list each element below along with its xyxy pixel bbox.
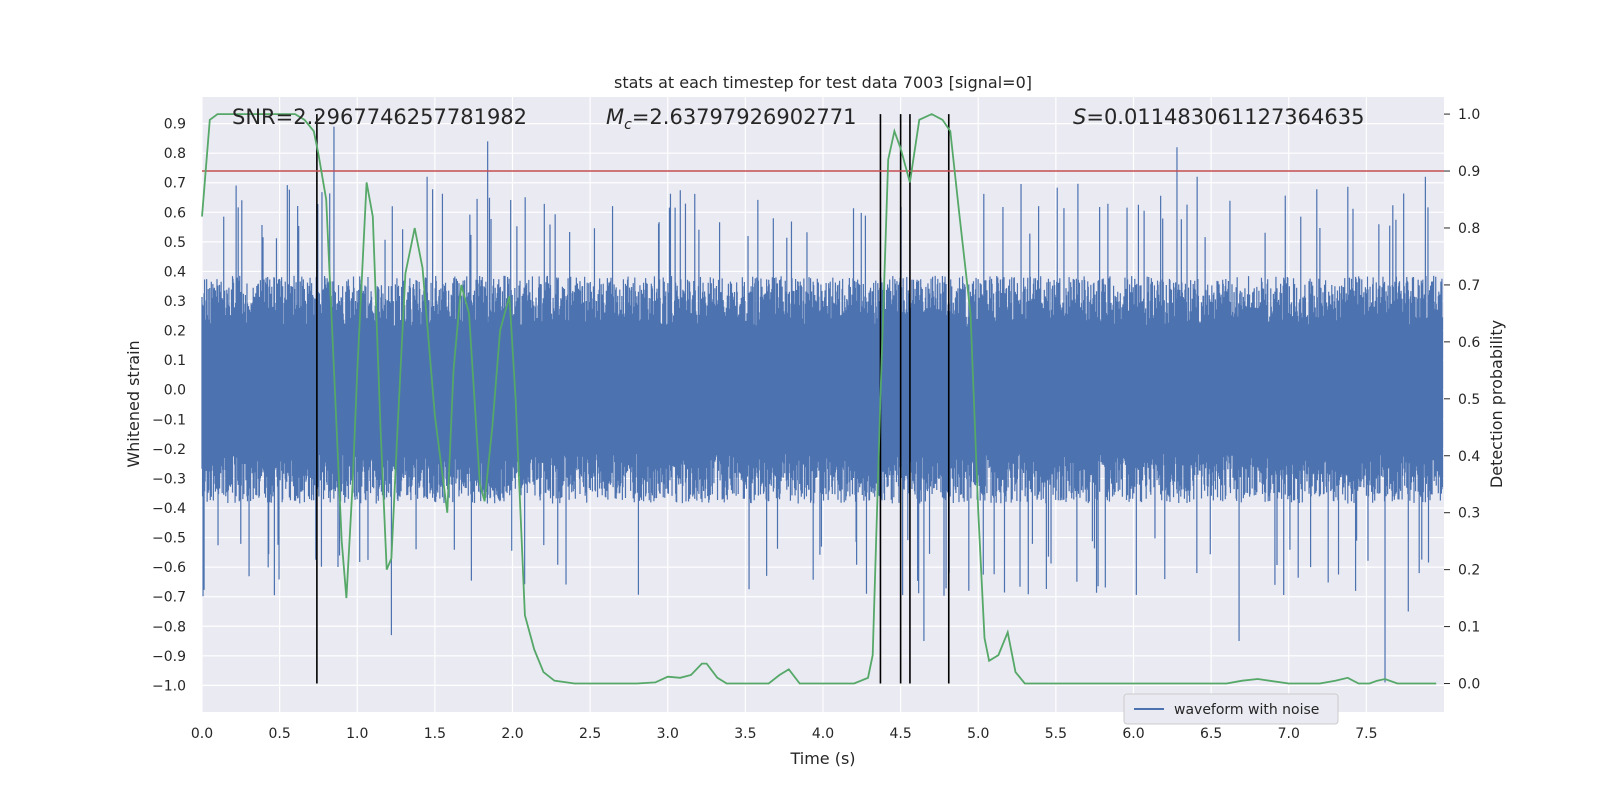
y-tick-label-right: 0.0 [1458,677,1480,693]
x-tick-label: 5.5 [1045,726,1067,742]
y-tick-label-left: −1.0 [152,678,186,694]
y-tick-label-right: 0.7 [1458,278,1480,294]
y-tick-label-right: 0.3 [1458,506,1480,522]
y-tick-label-left: −0.2 [152,442,186,458]
probability-line [201,113,1437,685]
y-tick-label-left: 0.7 [164,176,186,192]
y-tick-label-left: 0.9 [164,117,186,133]
y-tick-label-right: 1.0 [1458,107,1480,123]
y-tick-labels-right: 1.0 0.9 0.8 0.7 0.6 0.5 0.4 0.3 0.2 0.1 0.0 [1444,107,1480,693]
y-tick-label-right: 0.6 [1458,335,1480,351]
x-tick-label: 0.5 [268,726,290,742]
x-tick-label: 0.0 [191,726,213,742]
y-tick-label-left: 0.0 [164,383,186,399]
x-tick-label: 1.0 [346,726,368,742]
y-tick-label-left: −0.9 [152,649,186,665]
y-tick-label-left: −0.8 [152,619,186,635]
y-tick-labels-left: 0.9 0.8 0.7 0.6 0.5 0.4 0.3 0.2 0.1 0.0 −0.1 −0.2 −0… [152,117,186,695]
snr-annotation: SNR=2.2967746257781982 [232,105,527,129]
y-tick-label-right: 0.9 [1458,164,1480,180]
x-axis-title: Time (s) [789,749,855,768]
x-tick-label: 2.0 [501,726,523,742]
y-tick-label-right: 0.8 [1458,221,1480,237]
legend-label: waveform with noise [1174,702,1319,718]
x-tick-labels: 0.0 0.5 1.0 1.5 2.0 2.5 3.0 3.5 4.0 4.5 5.0 5.5 6.0 6… [191,726,1378,742]
mc-value: =2.63797926902771 [632,105,857,129]
x-tick-label: 7.5 [1355,726,1377,742]
vertical-markers [316,114,950,684]
y-tick-label-right: 0.1 [1458,620,1480,636]
y-tick-label-left: −0.7 [152,590,186,606]
s-annotation: S=0.011483061127364635 [1073,105,1364,129]
s-symbol: S [1073,105,1086,129]
x-tick-label: 6.5 [1200,726,1222,742]
x-tick-label: 6.0 [1122,726,1144,742]
y-tick-label-right: 0.5 [1458,392,1480,408]
x-tick-label: 7.0 [1278,726,1300,742]
x-tick-label: 1.5 [424,726,446,742]
x-tick-label: 5.0 [967,726,989,742]
y-tick-label-left: 0.4 [164,264,186,280]
y-axis-title-right: Detection probability [1487,320,1506,488]
y-axis-title-left: Whitened strain [124,340,143,467]
x-tick-label: 4.5 [889,726,911,742]
y-tick-label-left: 0.8 [164,146,186,162]
x-tick-label: 2.5 [579,726,601,742]
y-tick-label-left: −0.5 [152,531,186,547]
waveform-trace [201,126,1444,683]
legend-box [1123,693,1339,725]
y-tick-label-right: 0.2 [1458,563,1480,579]
chart-title: stats at each timestep for test data 700… [614,73,1032,92]
y-tick-label-right: 0.4 [1458,449,1480,465]
mc-symbol: M [606,105,624,129]
legend: waveform with noise [1123,693,1339,725]
chirp-mass-annotation: Mc=2.63797926902771 [606,105,857,133]
y-tick-label-left: −0.4 [152,501,186,517]
mc-subscript: c [624,117,632,133]
x-tick-label: 4.0 [812,726,834,742]
waveform-series [201,126,1444,683]
y-tick-label-left: −0.1 [152,412,186,428]
y-tick-label-left: −0.6 [152,560,186,576]
y-tick-label-left: 0.5 [164,235,186,251]
y-tick-label-left: 0.3 [164,294,186,310]
y-tick-label-left: −0.3 [152,471,186,487]
y-tick-label-left: 0.2 [164,324,186,340]
s-value: =0.011483061127364635 [1086,105,1364,129]
x-tick-label: 3.0 [657,726,679,742]
x-tick-label: 3.5 [734,726,756,742]
y-tick-label-left: 0.1 [164,353,186,369]
y-tick-label-left: 0.6 [164,205,186,221]
